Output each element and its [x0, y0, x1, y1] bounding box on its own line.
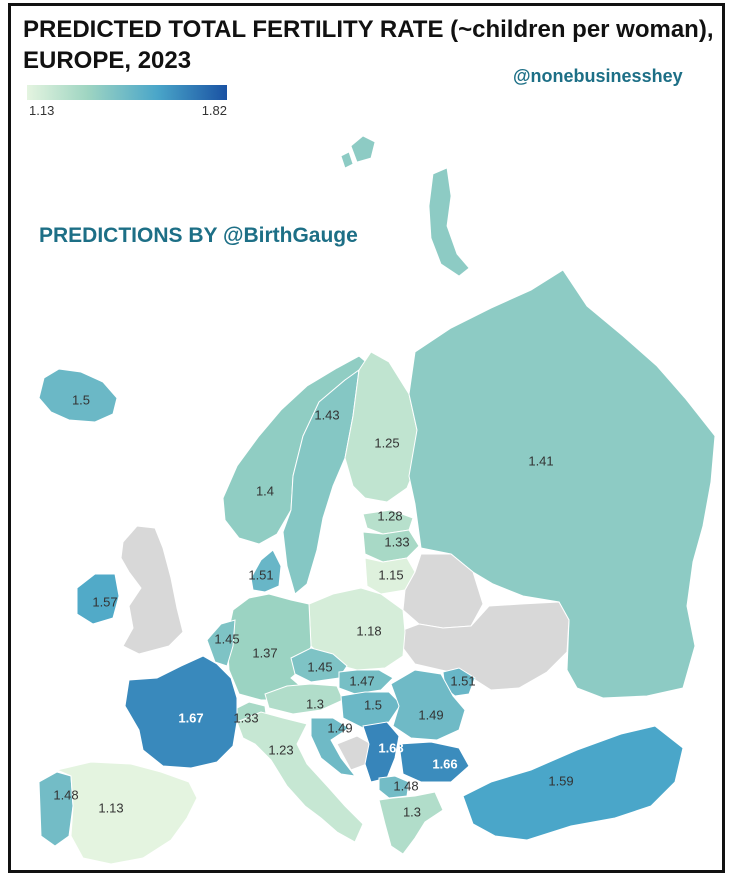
value-label-benelux: 1.45 [214, 631, 239, 646]
region-latvia[interactable] [362, 529, 420, 563]
region-bulgaria[interactable] [398, 741, 470, 783]
value-label-russia: 1.41 [528, 453, 553, 468]
color-legend: 1.13 1.82 [27, 85, 227, 118]
value-label-moldova: 1.51 [450, 673, 475, 688]
region-germany[interactable] [226, 593, 312, 701]
svalbard-b-island [340, 151, 354, 169]
value-label-spain: 1.13 [98, 800, 123, 815]
legend-max-label: 1.82 [201, 103, 227, 118]
region-ukraine[interactable] [402, 601, 570, 691]
value-label-north-macedonia: 1.48 [393, 778, 418, 793]
labels-layer: 1.5 1.4 1.43 1.25 1.41 1.28 1.33 1.15 1.51 1.57 1.… [53, 392, 573, 819]
value-label-slovakia: 1.47 [349, 673, 374, 688]
novaya-zemlya-island [428, 167, 470, 277]
value-label-czechia: 1.45 [307, 659, 332, 674]
value-label-iceland: 1.5 [72, 392, 90, 407]
value-label-poland: 1.18 [356, 623, 381, 638]
value-label-switzerland: 1.33 [233, 710, 258, 725]
map-frame: PREDICTED TOTAL FERTILITY RATE (~childre… [8, 3, 725, 873]
region-russia[interactable] [408, 269, 716, 699]
legend-min-label: 1.13 [29, 103, 55, 118]
region-uk[interactable] [120, 525, 184, 655]
region-greece[interactable] [378, 791, 444, 855]
value-label-hungary: 1.5 [364, 697, 382, 712]
region-benelux[interactable] [206, 619, 236, 667]
region-belarus[interactable] [402, 553, 484, 629]
author-handle: @nonebusinesshey [513, 66, 683, 86]
value-label-ireland: 1.57 [92, 594, 117, 609]
region-ireland[interactable] [76, 573, 120, 625]
value-label-sweden: 1.43 [314, 407, 339, 422]
value-label-bulgaria: 1.66 [432, 756, 457, 771]
legend-gradient-bar [27, 85, 227, 100]
region-turkey[interactable] [462, 725, 684, 841]
title-line-2: EUROPE, 2023 [23, 47, 192, 74]
value-label-germany: 1.37 [252, 645, 277, 660]
region-france[interactable] [124, 655, 238, 769]
svalbard-a-island [350, 135, 376, 163]
europe-map: 1.5 1.4 1.43 1.25 1.41 1.28 1.33 1.15 1.51 1.57 1.… [38, 135, 716, 865]
value-label-portugal: 1.48 [53, 787, 78, 802]
region-italy[interactable] [236, 711, 364, 843]
region-denmark[interactable] [250, 549, 282, 593]
value-label-serbia: 1.68 [378, 740, 403, 755]
regions-layer [38, 135, 716, 865]
region-romania[interactable] [390, 669, 466, 741]
value-label-romania: 1.49 [418, 707, 443, 722]
value-label-italy: 1.23 [268, 742, 293, 757]
value-label-greece: 1.3 [403, 804, 421, 819]
region-slovakia[interactable] [338, 669, 394, 695]
value-label-croatia: 1.49 [327, 720, 352, 735]
value-label-lithuania: 1.15 [378, 567, 403, 582]
value-label-norway: 1.4 [256, 483, 274, 498]
value-label-austria: 1.3 [306, 696, 324, 711]
region-north-macedonia[interactable] [378, 775, 410, 799]
region-portugal[interactable] [38, 771, 74, 847]
value-label-latvia: 1.33 [384, 534, 409, 549]
title-line-1: PREDICTED TOTAL FERTILITY RATE (~childre… [23, 16, 714, 43]
value-label-finland: 1.25 [374, 435, 399, 450]
value-label-turkey: 1.59 [548, 773, 573, 788]
value-label-denmark: 1.51 [248, 567, 273, 582]
value-label-france: 1.67 [178, 710, 203, 725]
region-iceland[interactable] [38, 368, 118, 423]
value-label-estonia: 1.28 [377, 508, 402, 523]
region-sweden[interactable] [282, 368, 360, 595]
map-title: PREDICTED TOTAL FERTILITY RATE (~childre… [23, 14, 714, 76]
region-hungary[interactable] [340, 691, 402, 729]
region-croatia[interactable] [310, 717, 357, 777]
prediction-credit: PREDICTIONS BY @BirthGauge [39, 224, 358, 247]
region-spain[interactable] [55, 761, 198, 865]
